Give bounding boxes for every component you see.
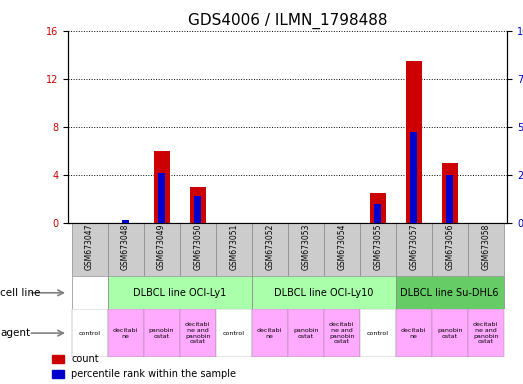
- FancyBboxPatch shape: [108, 309, 144, 357]
- Text: GSM673057: GSM673057: [409, 223, 418, 270]
- Bar: [441, 163, 458, 223]
- Text: GSM673050: GSM673050: [193, 223, 202, 270]
- FancyBboxPatch shape: [252, 309, 288, 357]
- FancyBboxPatch shape: [252, 223, 288, 276]
- Title: GDS4006 / ILMN_1798488: GDS4006 / ILMN_1798488: [188, 13, 388, 29]
- Bar: [122, 220, 129, 223]
- FancyBboxPatch shape: [72, 309, 108, 357]
- Text: control: control: [367, 331, 389, 336]
- FancyBboxPatch shape: [108, 223, 144, 276]
- Text: GSM673058: GSM673058: [481, 224, 490, 270]
- FancyBboxPatch shape: [72, 276, 108, 309]
- FancyBboxPatch shape: [360, 223, 396, 276]
- Text: GSM673048: GSM673048: [121, 224, 130, 270]
- Text: panobin
ostat: panobin ostat: [293, 328, 319, 339]
- Text: decitabi
ne and
panobin
ostat: decitabi ne and panobin ostat: [329, 322, 355, 344]
- Text: GSM673053: GSM673053: [301, 223, 310, 270]
- FancyBboxPatch shape: [431, 309, 468, 357]
- Text: DLBCL line OCI-Ly10: DLBCL line OCI-Ly10: [274, 288, 373, 298]
- FancyBboxPatch shape: [179, 223, 215, 276]
- Bar: [447, 175, 453, 223]
- Text: GSM673056: GSM673056: [445, 223, 454, 270]
- Text: panobin
ostat: panobin ostat: [149, 328, 174, 339]
- Text: decitabi
ne: decitabi ne: [401, 328, 426, 339]
- Text: decitabi
ne and
panobin
ostat: decitabi ne and panobin ostat: [473, 322, 498, 344]
- FancyBboxPatch shape: [144, 223, 179, 276]
- FancyBboxPatch shape: [468, 223, 504, 276]
- FancyBboxPatch shape: [324, 309, 360, 357]
- Bar: [189, 187, 206, 223]
- Text: decitabi
ne: decitabi ne: [257, 328, 282, 339]
- Bar: [374, 204, 381, 223]
- FancyBboxPatch shape: [252, 276, 396, 309]
- Text: GSM673047: GSM673047: [85, 223, 94, 270]
- Bar: [405, 61, 422, 223]
- Text: agent: agent: [0, 328, 30, 338]
- Legend: count, percentile rank within the sample: count, percentile rank within the sample: [52, 354, 236, 379]
- FancyBboxPatch shape: [108, 276, 252, 309]
- Bar: [411, 132, 417, 223]
- Text: DLBCL line Su-DHL6: DLBCL line Su-DHL6: [401, 288, 499, 298]
- Text: GSM673055: GSM673055: [373, 223, 382, 270]
- Text: GSM673052: GSM673052: [265, 224, 274, 270]
- Text: decitabi
ne: decitabi ne: [113, 328, 138, 339]
- FancyBboxPatch shape: [144, 309, 179, 357]
- Text: GSM673054: GSM673054: [337, 223, 346, 270]
- Text: control: control: [223, 331, 245, 336]
- FancyBboxPatch shape: [396, 223, 431, 276]
- Text: GSM673051: GSM673051: [229, 224, 238, 270]
- FancyBboxPatch shape: [72, 223, 108, 276]
- Text: GSM673049: GSM673049: [157, 223, 166, 270]
- FancyBboxPatch shape: [179, 309, 215, 357]
- Text: panobin
ostat: panobin ostat: [437, 328, 462, 339]
- Bar: [195, 196, 201, 223]
- FancyBboxPatch shape: [468, 309, 504, 357]
- FancyBboxPatch shape: [288, 223, 324, 276]
- FancyBboxPatch shape: [215, 223, 252, 276]
- FancyBboxPatch shape: [360, 309, 396, 357]
- Bar: [158, 173, 165, 223]
- Text: decitabi
ne and
panobin
ostat: decitabi ne and panobin ostat: [185, 322, 210, 344]
- Bar: [154, 151, 170, 223]
- Text: DLBCL line OCI-Ly1: DLBCL line OCI-Ly1: [133, 288, 226, 298]
- Bar: [370, 193, 386, 223]
- FancyBboxPatch shape: [396, 309, 431, 357]
- FancyBboxPatch shape: [324, 223, 360, 276]
- FancyBboxPatch shape: [431, 223, 468, 276]
- FancyBboxPatch shape: [215, 309, 252, 357]
- FancyBboxPatch shape: [288, 309, 324, 357]
- FancyBboxPatch shape: [396, 276, 504, 309]
- Text: cell line: cell line: [0, 288, 40, 298]
- Text: control: control: [78, 331, 100, 336]
